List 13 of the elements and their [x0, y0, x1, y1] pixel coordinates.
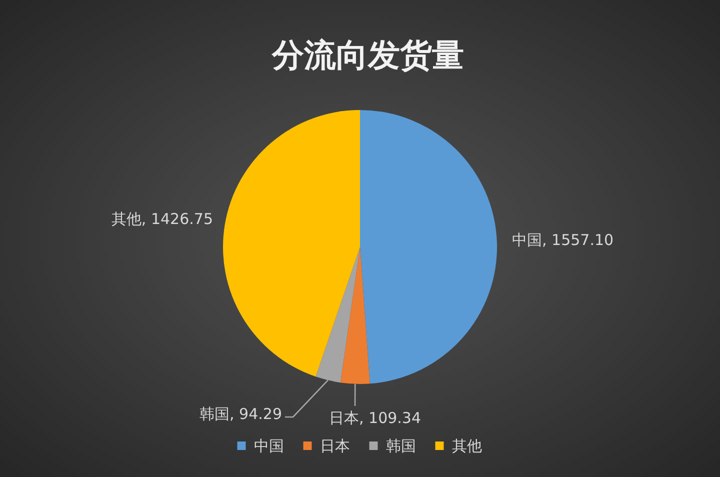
legend-label: 中国 [254, 436, 284, 455]
data-label: 其他, 1426.75 [111, 210, 213, 228]
data-label: 中国, 1557.10 [512, 231, 614, 249]
data-label: 日本, 109.34 [328, 409, 422, 427]
pie-slice [223, 110, 360, 377]
legend-label: 韩国 [386, 436, 416, 455]
pie-slice [316, 247, 360, 383]
chart-title: 分流向发货量 [271, 36, 464, 74]
pie-slice [360, 110, 497, 384]
legend-label: 日本 [320, 436, 350, 455]
legend-label: 其他 [452, 436, 482, 455]
pie-slice [340, 247, 370, 384]
data-label: 韩国, 94.29 [200, 405, 282, 423]
